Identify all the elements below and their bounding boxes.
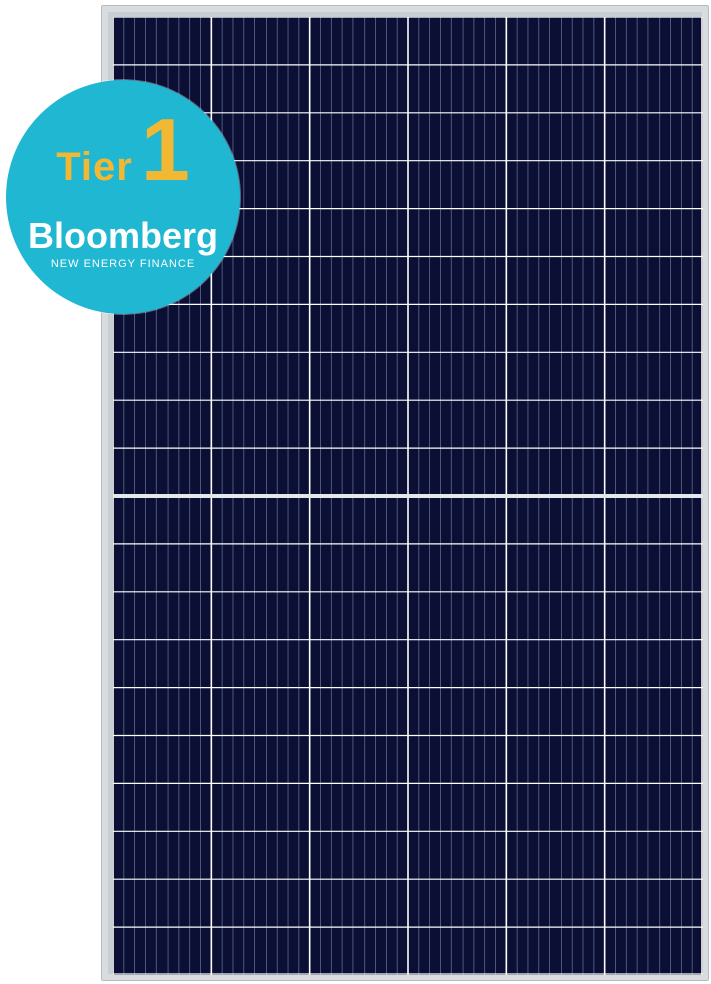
badge-brand-name: Bloomberg <box>27 215 218 256</box>
badge-tier-row: Tier1 <box>6 106 240 194</box>
badge-subtitle: NEW ENERGY FINANCE <box>50 258 196 270</box>
panel-center-divider <box>113 494 703 498</box>
badge-tier-word: Tier <box>56 145 133 189</box>
tier1-badge: Tier1 Bloomberg NEW ENERGY FINANCE <box>6 80 240 314</box>
badge-tier-number: 1 <box>140 100 190 199</box>
